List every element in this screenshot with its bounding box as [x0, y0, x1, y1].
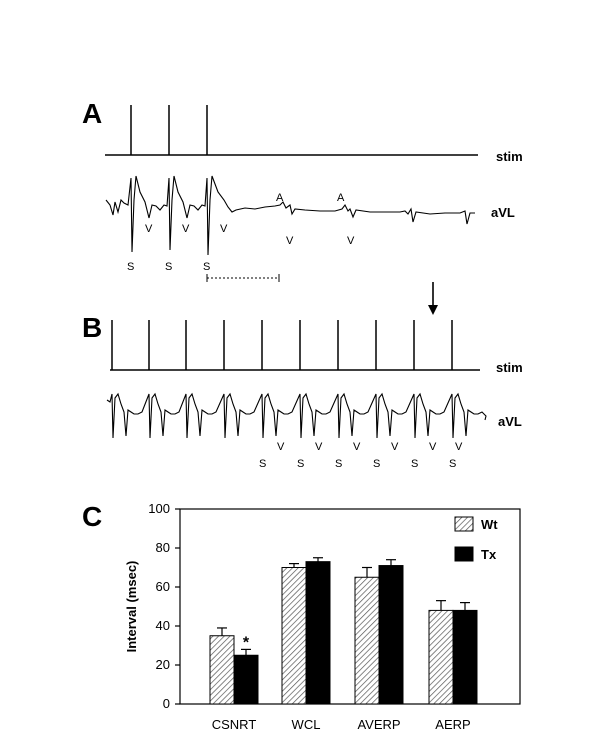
panel-a-stim-mark: S — [203, 261, 210, 273]
panel-c: C 0 20 40 60 80 100 Interval (msec) CSNRT WCL AVE… — [82, 501, 521, 732]
bar-wt — [209, 635, 235, 705]
panel-b-ecg-trace — [106, 392, 487, 439]
legend-swatch-wt — [454, 516, 474, 532]
bar-wt — [428, 609, 454, 705]
panel-a-letter: A — [82, 98, 102, 129]
panel-a-dotted-interval-bar — [206, 274, 280, 282]
panel-b-ventricular-label: V — [353, 441, 361, 453]
panel-a-atrial-label: A — [337, 192, 345, 204]
x-tick-label: AERP — [435, 717, 470, 732]
bar-chart: 0 20 40 60 80 100 Interval (msec) CSNRT WCL AVERP… — [124, 501, 521, 732]
panel-a-ecg-label: aVL — [491, 205, 515, 220]
panel-b-stim-mark: S — [411, 458, 418, 470]
bar-wt — [354, 576, 380, 705]
panel-b-ventricular-label: V — [277, 441, 285, 453]
panel-a-stim-label: stim — [496, 149, 523, 164]
panel-a-ventricular-label: V — [347, 235, 355, 247]
panel-b-stim-mark: S — [373, 458, 380, 470]
y-tick-label: 40 — [156, 618, 170, 633]
panel-b-ventricular-label: V — [391, 441, 399, 453]
panel-a-stim-trace — [105, 105, 478, 156]
significance-marker: * — [243, 634, 250, 651]
bar-wt — [281, 567, 307, 705]
panel-b-stim-mark: S — [297, 458, 304, 470]
y-tick-label: 80 — [156, 540, 170, 555]
x-tick-label: WCL — [292, 717, 321, 732]
panel-a-stim-mark: S — [165, 261, 172, 273]
panel-b: B stim aVL V V V V V V S S S S — [82, 282, 523, 470]
panel-b-stim-label: stim — [496, 360, 523, 375]
panel-b-stim-trace — [110, 320, 480, 371]
panel-b-ecg-label: aVL — [498, 414, 522, 429]
panel-a-ventricular-label: V — [145, 223, 153, 235]
y-axis-title: Interval (msec) — [124, 561, 139, 653]
panel-a-ventricular-label: V — [182, 223, 190, 235]
bar-tx — [378, 565, 404, 705]
y-tick-label: 60 — [156, 579, 170, 594]
panel-a-atrial-label: A — [276, 192, 284, 204]
panel-a-ventricular-label: V — [286, 235, 294, 247]
y-tick-label: 0 — [163, 696, 170, 711]
y-tick-label: 100 — [148, 501, 170, 516]
legend-label: Tx — [481, 547, 497, 562]
panel-a-ecg-trace — [105, 175, 475, 256]
bar-tx — [452, 609, 478, 705]
x-tick-label: AVERP — [357, 717, 400, 732]
panel-b-stim-mark: S — [335, 458, 342, 470]
bar-tx — [305, 561, 331, 705]
x-tick-label: CSNRT — [212, 717, 257, 732]
down-arrow-icon — [428, 282, 438, 315]
panel-a: A stim A A V V V V V aVL S S S — [82, 98, 523, 282]
panel-b-stim-mark: S — [259, 458, 266, 470]
panel-b-ventricular-label: V — [429, 441, 437, 453]
legend-swatch-tx — [454, 546, 474, 562]
panel-b-letter: B — [82, 312, 102, 343]
panel-c-letter: C — [82, 501, 102, 532]
legend-label: Wt — [481, 517, 498, 532]
panel-b-stim-mark: S — [449, 458, 456, 470]
panel-a-ventricular-label: V — [220, 223, 228, 235]
panel-a-stim-mark: S — [127, 261, 134, 273]
plot-frame — [179, 508, 521, 705]
y-tick-label: 20 — [156, 657, 170, 672]
panel-b-ventricular-label: V — [315, 441, 323, 453]
bar-tx — [233, 654, 259, 705]
panel-b-ventricular-label: V — [455, 441, 463, 453]
